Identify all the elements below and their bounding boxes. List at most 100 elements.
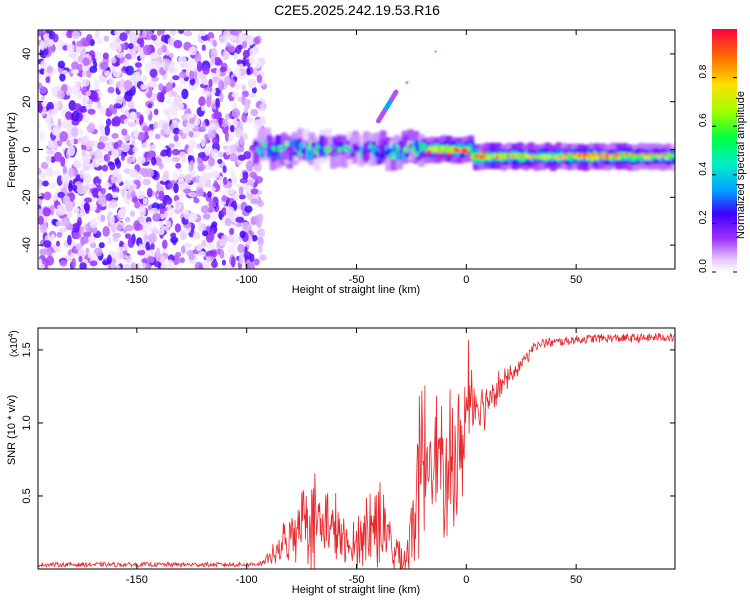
noise-cell [97,196,106,205]
noise-cell [233,52,238,60]
noise-cell [250,108,259,117]
x-tick-label: -100 [236,274,258,286]
band-peak [584,153,590,156]
noise-cell [71,69,80,75]
noise-cell [128,31,137,42]
band-peak [445,152,452,157]
noise-cell [242,56,247,67]
y-tick-label: 0 [21,146,33,152]
noise-cell [259,102,266,111]
snr-panel: -150 -100 -50 0 50 0.5 1.0 1.5 Height of strai… [6,327,676,596]
noise-cell [195,243,203,252]
snr-y-multiplier: (x104) [8,330,20,357]
noise-cell [208,78,213,88]
noise-cell [198,250,206,257]
noise-cell [257,236,264,246]
noise-cell [235,216,245,223]
noise-cell [82,115,90,123]
noise-cell [198,30,207,37]
noise-cell [173,134,179,142]
noise-cell [132,146,139,153]
noise-cell [65,201,74,213]
noise-cell [156,91,164,103]
noise-cell [100,214,106,222]
noise-cell [172,127,180,135]
noise-cell [242,34,249,42]
noise-cell [116,53,125,58]
noise-cell [39,130,45,142]
figure-title: C2E5.2025.242.19.53.R16 [274,2,440,18]
noise-cell [228,134,234,142]
noise-cell [163,210,168,219]
noise-cell [201,121,206,131]
noise-cell [148,233,157,244]
band-cell [377,152,382,159]
noise-cell [209,122,216,130]
noise-cell [109,65,116,73]
noise-cell [43,191,52,201]
band-cell [266,142,271,148]
noise-cell [128,100,135,109]
noise-cell [172,171,179,181]
noise-cell [174,199,182,210]
x-tick-label: -100 [236,574,258,586]
noise-cell [156,30,162,37]
band-cell [466,147,471,152]
noise-cell [246,116,254,123]
noise-cell [235,67,241,78]
noise-cell [221,190,228,197]
noise-cell [178,30,185,34]
noise-cell [160,255,166,264]
noise-cell [40,162,49,170]
noise-cell [205,256,212,262]
noise-cell [211,87,216,95]
noise-cell [71,30,81,40]
streak-cell [405,81,409,85]
noise-cell [180,230,187,240]
band-cell [675,150,681,165]
noise-cell [184,173,192,184]
noise-cell [116,173,123,184]
noise-cell [158,228,165,236]
noise-cell [38,184,42,191]
noise-cell [112,116,121,127]
noise-cell [50,234,56,241]
noise-cell [258,242,263,254]
noise-cell [162,239,168,249]
noise-cell [130,49,137,60]
noise-cell [212,40,217,47]
noise-cell [160,129,166,136]
noise-cell [86,124,96,134]
band-cell [350,152,355,158]
noise-cell [178,129,183,136]
noise-cell [224,75,231,86]
noise-cell [123,179,130,191]
noise-cell [157,47,163,56]
band-cell [335,141,340,147]
y-tick-label: -20 [21,189,33,205]
noise-cell [39,40,46,51]
noise-cell [98,172,103,180]
noise-cell [246,192,254,200]
noise-cell [180,62,188,69]
noise-cell [188,46,197,56]
noise-cell [241,221,250,233]
y-tick-label: 40 [21,48,33,60]
noise-cell [208,157,216,167]
noise-cell [71,126,79,138]
noise-cell [81,78,90,87]
noise-cell [154,261,162,268]
noise-cell [122,133,131,142]
noise-cell [234,83,242,90]
noise-cell [146,256,155,264]
noise-cell [57,90,65,100]
noise-cell [201,239,206,248]
noise-cell [256,217,262,229]
noise-cell [259,254,267,261]
noise-cell [202,213,211,220]
band-cell [365,150,371,161]
noise-cell [39,222,48,234]
noise-cell [214,122,220,131]
noise-cell [211,103,217,111]
noise-cell [124,255,132,264]
